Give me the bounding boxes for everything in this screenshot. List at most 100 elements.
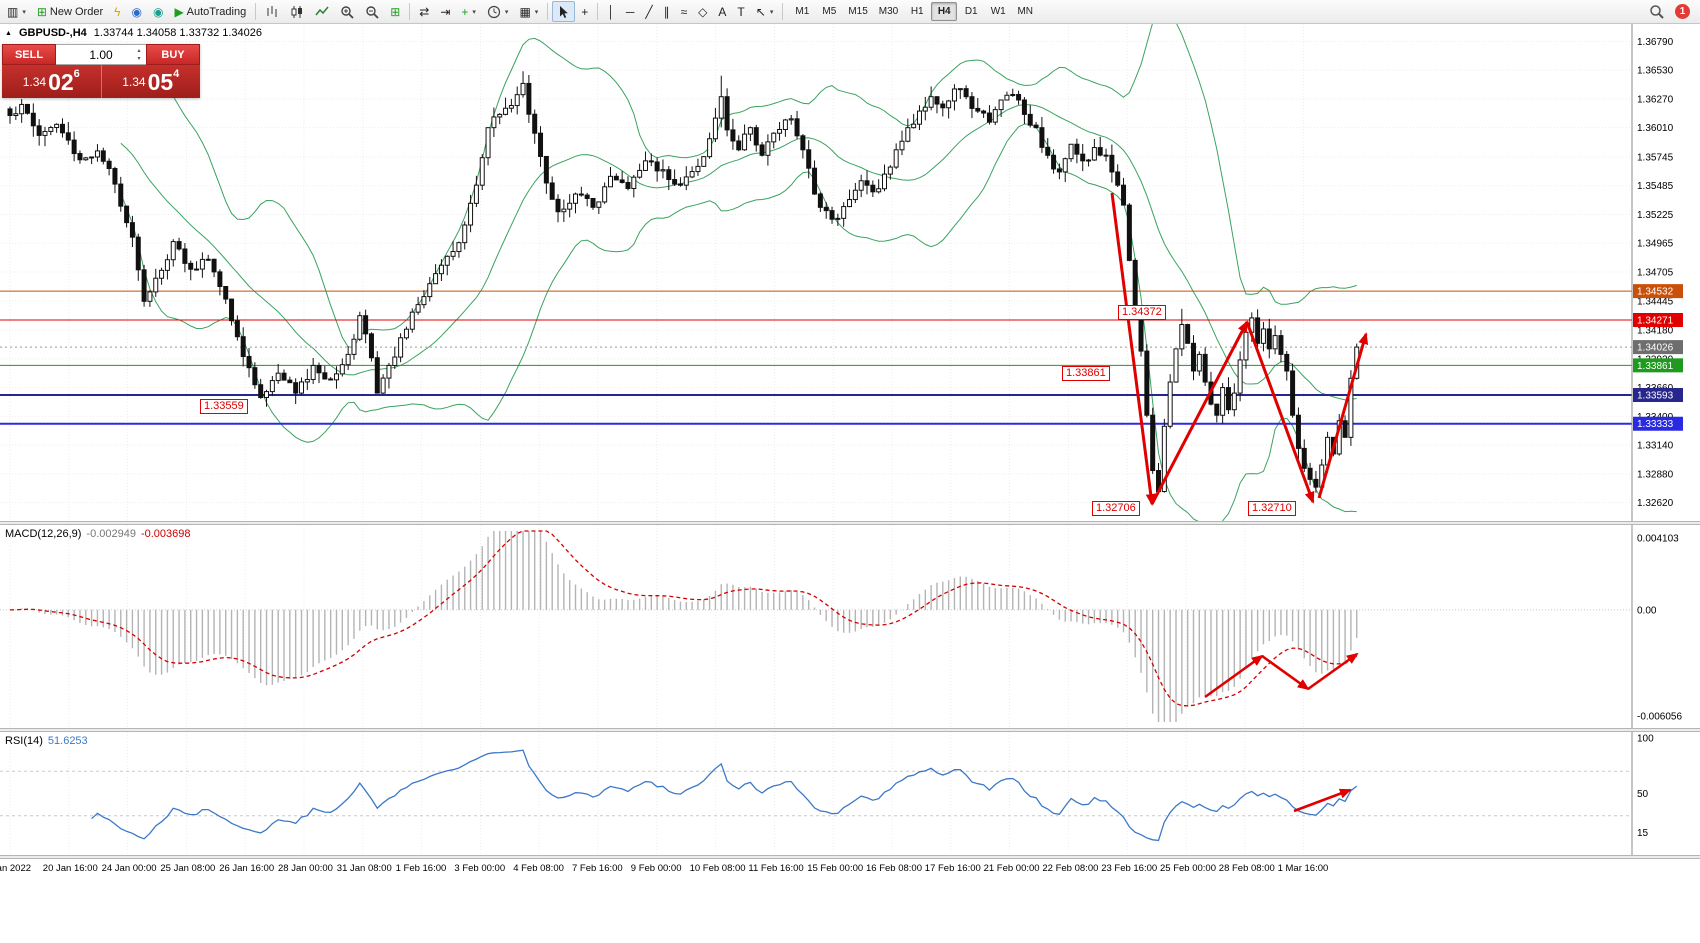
window-footer-space — [0, 881, 1700, 943]
timeframe-d1-button[interactable]: D1 — [958, 2, 984, 21]
arrow-tools-button[interactable]: ↖ ▾ — [751, 1, 779, 22]
auto-scroll-button[interactable]: ⇄ — [414, 1, 434, 22]
rsi-canvas[interactable]: 100 50 15 — [0, 732, 1700, 855]
price-annotation[interactable]: 1.33861 — [1062, 366, 1110, 381]
timeframe-m15-button[interactable]: M15 — [843, 2, 872, 21]
rsi-value: 51.6253 — [47, 735, 88, 747]
macd-signal-value: -0.003698 — [140, 528, 191, 540]
svg-text:50: 50 — [1637, 789, 1649, 800]
zoom-in-button[interactable] — [335, 1, 359, 22]
svg-text:1.36530: 1.36530 — [1637, 66, 1674, 77]
sell-price-button[interactable]: 1.34 02 6 — [2, 65, 102, 98]
trendline-button[interactable]: ╱ — [640, 1, 657, 22]
macd-arrows[interactable] — [1204, 652, 1359, 699]
sell-price-pips: 02 — [48, 68, 74, 95]
candlestick-chart-button[interactable] — [285, 1, 309, 22]
zoom-out-button[interactable] — [360, 1, 384, 22]
volume-input[interactable]: 1.00 ▴ ▾ — [56, 44, 146, 65]
market-watch-icon: ◉ — [131, 4, 142, 19]
timeframe-mn-button[interactable]: MN — [1012, 2, 1038, 21]
time-label: 15 Feb 00:00 — [807, 863, 864, 874]
rsi-axis[interactable]: 100 50 15 — [1631, 732, 1700, 855]
svg-text:1.36010: 1.36010 — [1637, 123, 1674, 134]
fibonacci-button[interactable]: ≈ — [676, 1, 693, 22]
time-label: 1 Mar 16:00 — [1277, 863, 1329, 874]
notification-badge[interactable]: 1 — [1675, 4, 1690, 19]
trendline-icon: ╱ — [645, 4, 653, 19]
chevron-down-icon: ▾ — [472, 8, 476, 16]
new-order-button[interactable]: ⊞ New Order — [32, 1, 108, 22]
chart-window-button[interactable]: ▥ ▾ — [2, 1, 31, 22]
timeframe-h1-button[interactable]: H1 — [904, 2, 930, 21]
price-annotation[interactable]: 1.33559 — [200, 399, 248, 414]
channel-button[interactable]: ∥ — [659, 1, 675, 22]
bar-chart-button[interactable] — [260, 1, 284, 22]
volume-value: 1.00 — [89, 47, 113, 62]
periods-button[interactable]: ▾ — [482, 1, 514, 22]
horizontal-line-icon: ─ — [625, 4, 635, 19]
search-button[interactable] — [1644, 1, 1669, 22]
time-label: 22 Feb 08:00 — [1042, 863, 1099, 874]
svg-text:1.34705: 1.34705 — [1637, 268, 1674, 279]
svg-text:1.36790: 1.36790 — [1637, 37, 1674, 48]
rsi-arrows[interactable] — [1293, 788, 1352, 813]
metaeditor-button[interactable]: ϟ — [109, 1, 125, 22]
autotrading-label: AutoTrading — [186, 5, 247, 18]
timeframe-m30-button[interactable]: M30 — [874, 2, 903, 21]
price-annotation[interactable]: 1.32710 — [1248, 501, 1296, 516]
svg-text:0.004103: 0.004103 — [1637, 533, 1679, 544]
cursor-button[interactable] — [552, 1, 576, 22]
new-order-icon: ⊞ — [36, 4, 47, 19]
vertical-line-button[interactable]: │ — [602, 1, 620, 22]
svg-text:-0.006056: -0.006056 — [1637, 711, 1682, 722]
macd-axis[interactable]: 0.004103 0.00 -0.006056 — [1631, 525, 1700, 728]
line-chart-button[interactable] — [310, 1, 334, 22]
chart-shift-button[interactable]: ⇥ — [435, 1, 455, 22]
svg-text:1.33861: 1.33861 — [1637, 361, 1674, 372]
templates-button[interactable]: ▦ ▾ — [514, 1, 543, 22]
chart-shift-icon: ⇥ — [440, 4, 451, 19]
navigator-button[interactable]: ◉ — [148, 1, 168, 22]
volume-stepper: ▴ ▾ — [134, 47, 144, 63]
horizontal-line-button[interactable]: ─ — [621, 1, 640, 22]
timeframe-m1-button[interactable]: M1 — [789, 2, 815, 21]
volume-up-icon[interactable]: ▴ — [137, 48, 141, 54]
timeframe-m5-button[interactable]: M5 — [816, 2, 842, 21]
price-badge — [1633, 358, 1683, 373]
market-watch-button[interactable]: ◉ — [126, 1, 146, 22]
volume-down-icon[interactable]: ▾ — [137, 56, 141, 62]
timeframe-w1-button[interactable]: W1 — [985, 2, 1011, 21]
buy-button[interactable]: BUY — [146, 44, 200, 65]
macd-grid — [0, 525, 1632, 728]
timeframe-h4-button[interactable]: H4 — [931, 2, 958, 21]
panel-separator[interactable] — [0, 521, 1700, 525]
text-label-button[interactable]: T — [732, 1, 749, 22]
one-click-collapse-icon[interactable]: ▲ — [5, 29, 12, 37]
macd-canvas[interactable]: 0.004103 0.00 -0.006056 — [0, 525, 1700, 728]
shapes-button[interactable]: ◇ — [693, 1, 712, 22]
crosshair-button[interactable]: + — [576, 1, 593, 22]
autotrading-button[interactable]: ▶ AutoTrading — [169, 1, 251, 22]
text-button[interactable]: A — [713, 1, 731, 22]
svg-text:0.00: 0.00 — [1637, 605, 1657, 616]
svg-text:1.35485: 1.35485 — [1637, 181, 1674, 192]
toolbar-right-group: 1 — [1644, 1, 1698, 22]
main-chart-canvas[interactable]: 1.36790 1.36530 1.36270 1.36010 1.35745 1.354… — [0, 24, 1700, 521]
price-annotation[interactable]: 1.34372 — [1118, 305, 1166, 320]
price-axis[interactable]: 1.36790 1.36530 1.36270 1.36010 1.35745 1.354… — [1631, 24, 1700, 521]
chevron-down-icon: ▾ — [504, 8, 509, 16]
fibonacci-icon: ≈ — [680, 4, 688, 19]
new-chart-button[interactable]: + ▾ — [456, 1, 481, 22]
trend-arrows[interactable] — [1110, 192, 1369, 506]
text-icon: A — [718, 4, 727, 19]
buy-price-button[interactable]: 1.34 05 4 — [102, 65, 201, 98]
timeframe-toolbar: M1 M5 M15 M30 H1 H4 D1 W1 MN — [789, 2, 1038, 21]
tile-windows-button[interactable]: ⊞ — [385, 1, 405, 22]
panel-separator[interactable] — [0, 728, 1700, 732]
svg-text:1.33140: 1.33140 — [1637, 441, 1674, 452]
panel-separator — [0, 855, 1700, 859]
svg-text:1.33593: 1.33593 — [1637, 390, 1674, 401]
sell-button[interactable]: SELL — [2, 44, 56, 65]
price-annotation[interactable]: 1.32706 — [1092, 501, 1140, 516]
